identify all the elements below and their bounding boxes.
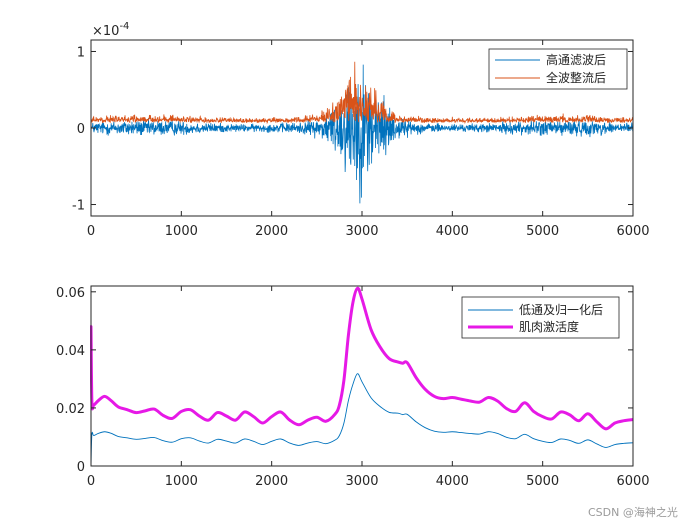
- top-series-group: [91, 61, 633, 204]
- top-x-tick-label: 6000: [616, 224, 649, 239]
- legend-label-highpass: 高通滤波后: [546, 52, 606, 67]
- top-legend: 高通滤波后 全波整流后: [488, 48, 628, 90]
- series-line-activation: [90, 286, 633, 431]
- series-line-rectified: [91, 61, 633, 125]
- top-x-tick-label: 5000: [526, 224, 559, 239]
- legend-label-rectified: 全波整流后: [546, 70, 606, 85]
- bottom-x-tick-label: 3000: [345, 474, 378, 489]
- top-x-tick-label: 4000: [436, 224, 469, 239]
- top-x-tick-label: 3000: [345, 224, 378, 239]
- bottom-x-tick-label: 2000: [255, 474, 288, 489]
- bottom-x-tick-label: 4000: [436, 474, 469, 489]
- top-y-tick-label: 1: [77, 45, 85, 60]
- bottom-ticks: 0 1000 2000 3000 4000 5000 6000 0 0.02 0.04 0.06: [56, 286, 650, 489]
- top-exponent-label: ×10-4: [92, 21, 129, 39]
- bottom-x-tick-label: 1000: [165, 474, 198, 489]
- bottom-series-group: [90, 286, 633, 466]
- top-axes: 0 1000 2000 3000 4000 5000 6000-101 ×10-4 高通滤波…: [72, 21, 650, 239]
- top-x-tick-label: 1000: [165, 224, 198, 239]
- bottom-axes: 0 1000 2000 3000 4000 5000 6000 0 0.02 0.04 0.06 低…: [56, 285, 650, 489]
- legend-label-activation: 肌肉激活度: [519, 319, 579, 334]
- legend-label-lowpass: 低通及归一化后: [519, 303, 603, 317]
- series-line-highpass: [91, 64, 633, 204]
- top-x-tick-label: 2000: [255, 224, 288, 239]
- top-ticks: 0 1000 2000 3000 4000 5000 6000-101: [72, 40, 650, 239]
- bottom-y-tick-label: 0: [77, 460, 85, 475]
- top-y-tick-label: -1: [72, 199, 85, 214]
- bottom-y-tick-label: 0.04: [56, 344, 85, 359]
- bottom-legend: 低通及归一化后 肌肉激活度: [461, 296, 620, 339]
- bottom-y-tick-label: 0.06: [56, 286, 85, 301]
- bottom-y-tick-label: 0.02: [56, 402, 85, 417]
- top-y-tick-label: 0: [77, 122, 85, 137]
- top-x-tick-label: 0: [87, 224, 95, 239]
- bottom-x-tick-label: 0: [87, 474, 95, 489]
- bottom-legend-box: [461, 296, 620, 339]
- watermark: CSDN @海神之光: [588, 506, 678, 519]
- bottom-x-tick-label: 6000: [616, 474, 649, 489]
- bottom-x-tick-label: 5000: [526, 474, 559, 489]
- top-legend-box: [488, 48, 628, 90]
- series-line-lowpass: [90, 373, 633, 466]
